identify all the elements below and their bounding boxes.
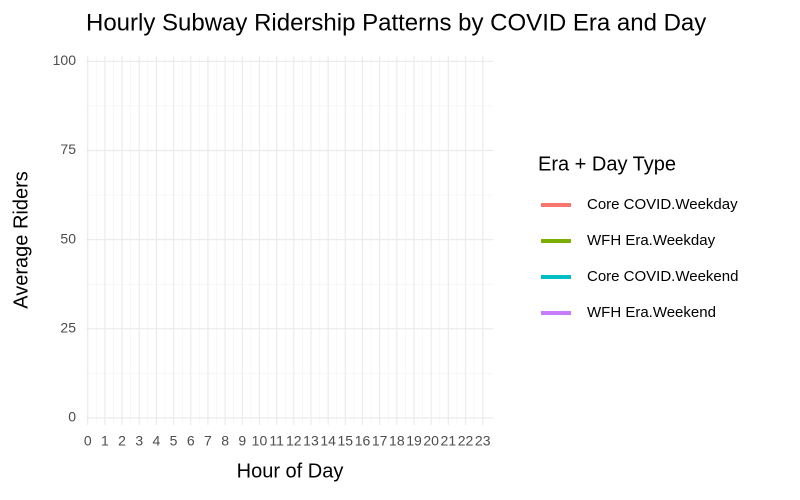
x-tick-label: 4 (153, 433, 161, 449)
legend-label: Core COVID.Weekday (587, 196, 738, 213)
x-tick-label: 5 (170, 433, 178, 449)
legend-label: Core COVID.Weekend (587, 268, 738, 285)
y-tick-label: 75 (60, 141, 76, 157)
x-tick-label: 15 (338, 433, 354, 449)
legend-label: WFH Era.Weekday (587, 232, 716, 249)
x-tick-label: 3 (135, 433, 143, 449)
x-tick-label: 23 (475, 433, 491, 449)
x-tick-label: 21 (441, 433, 457, 449)
x-tick-label: 0 (84, 433, 92, 449)
x-axis-label: Hour of Day (237, 460, 344, 482)
x-tick-label: 8 (221, 433, 229, 449)
y-tick-label: 100 (53, 52, 77, 68)
legend-label: WFH Era.Weekend (587, 304, 716, 321)
x-tick-label: 20 (423, 433, 439, 449)
x-tick-label: 11 (269, 433, 284, 449)
legend-title: Era + Day Type (538, 153, 676, 175)
x-tick-label: 2 (118, 433, 126, 449)
x-tick-label: 12 (286, 433, 302, 449)
y-axis-label: Average Riders (10, 171, 32, 308)
x-tick-label: 14 (320, 433, 336, 449)
x-tick-label: 9 (238, 433, 246, 449)
x-tick-label: 7 (204, 433, 212, 449)
x-tick-label: 13 (303, 433, 319, 449)
y-tick-label: 25 (60, 319, 76, 335)
x-tick-label: 19 (406, 433, 422, 449)
y-tick-label: 50 (60, 230, 76, 246)
x-tick-label: 16 (355, 433, 371, 449)
grid (86, 56, 493, 425)
x-tick-label: 10 (252, 433, 268, 449)
x-tick-label: 6 (187, 433, 195, 449)
x-tick-label: 17 (372, 433, 388, 449)
x-tick-label: 1 (101, 433, 109, 449)
y-tick-label: 0 (68, 409, 76, 425)
x-tick-label: 22 (458, 433, 474, 449)
x-tick-label: 18 (389, 433, 405, 449)
chart-title: Hourly Subway Ridership Patterns by COVI… (86, 9, 706, 36)
